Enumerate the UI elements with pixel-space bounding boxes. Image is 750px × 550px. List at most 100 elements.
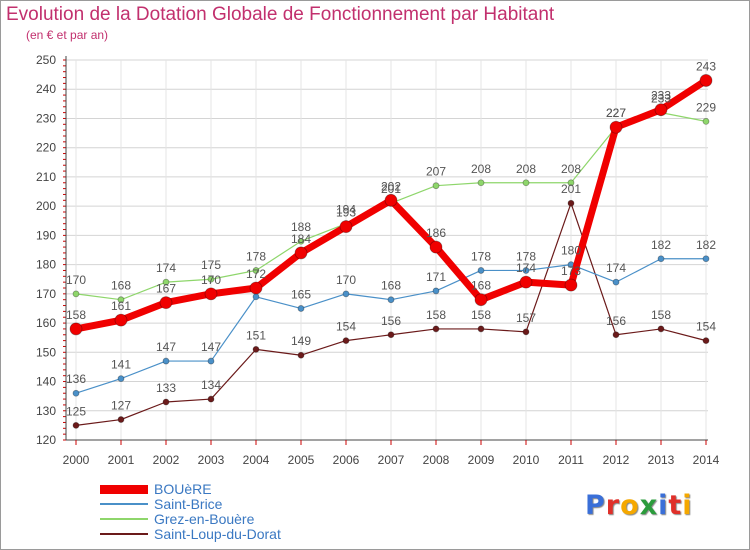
chart-title: Evolution de la Dotation Globale de Fonc… [6, 4, 555, 25]
data-point-bou-re [699, 74, 713, 87]
data-label-bou-re: 158 [66, 308, 86, 322]
x-tick-label: 2001 [108, 453, 135, 467]
logo-letter: i [658, 490, 669, 521]
logo-letter: t [668, 490, 683, 521]
data-label-grez-en-bou-re: 188 [291, 220, 311, 234]
data-label-grez-en-bou-re: 201 [381, 182, 401, 196]
data-point-bou-re [294, 246, 308, 260]
data-label-bou-re: 227 [606, 106, 626, 120]
data-point-saint-brice [207, 357, 215, 365]
data-label-saint-brice: 165 [291, 287, 311, 301]
data-point-saint-brice [702, 255, 710, 263]
data-label-bou-re: 202 [381, 179, 401, 193]
logo-letter: P [585, 490, 606, 521]
x-tick-label: 2008 [423, 453, 450, 467]
data-label-saint-brice: 136 [66, 372, 86, 386]
data-label-saint-loup-du-dorat: 151 [246, 328, 266, 342]
data-point-bou-re [339, 220, 353, 234]
data-point-bou-re [474, 293, 488, 307]
data-label-saint-loup-du-dorat: 158 [651, 308, 671, 322]
data-label-grez-en-bou-re: 227 [606, 106, 626, 120]
data-label-saint-brice: 141 [111, 358, 131, 372]
data-point-saint-brice [72, 389, 80, 397]
y-tick-label: 240 [36, 82, 56, 96]
chart-subtitle: (en € et par an) [26, 28, 109, 42]
legend-swatch-saint-brice [100, 503, 148, 505]
y-tick-label: 220 [36, 141, 56, 155]
data-label-saint-brice: 174 [606, 261, 626, 275]
data-label-saint-brice: 147 [156, 340, 176, 354]
data-point-saint-loup-du-dorat [702, 337, 710, 345]
x-tick-label: 2004 [243, 453, 270, 467]
logo-letter: x [639, 490, 659, 521]
x-tick-label: 2009 [468, 453, 495, 467]
data-label-bou-re: 184 [291, 232, 311, 246]
legend-label-grez-en-bouere: Grez-en-Bouère [154, 511, 255, 527]
data-label-bou-re: 173 [561, 264, 581, 278]
data-point-grez-en-bou-re [252, 267, 260, 274]
data-point-saint-brice [162, 357, 170, 365]
x-tick-label: 2010 [513, 453, 540, 467]
data-label-bou-re: 186 [426, 226, 446, 240]
y-tick-label: 250 [36, 53, 56, 67]
data-point-bou-re [249, 281, 263, 295]
data-label-saint-brice: 180 [561, 244, 581, 258]
data-point-bou-re [519, 275, 533, 289]
data-point-bou-re [384, 193, 398, 207]
data-label-saint-brice: 178 [471, 249, 491, 263]
data-point-grez-en-bou-re [72, 290, 80, 298]
data-point-saint-loup-du-dorat [342, 337, 350, 345]
data-label-grez-en-bou-re: 207 [426, 165, 446, 179]
data-point-grez-en-bou-re [567, 179, 575, 187]
data-label-saint-brice: 168 [381, 279, 401, 293]
data-label-grez-en-bou-re: 178 [246, 249, 266, 263]
y-tick-label: 200 [36, 199, 56, 213]
data-label-bou-re: 161 [111, 299, 131, 313]
data-point-grez-en-bou-re [162, 278, 170, 286]
data-point-saint-loup-du-dorat [207, 395, 215, 403]
data-point-grez-en-bou-re [522, 179, 530, 187]
legend-swatch-bouere [100, 485, 148, 494]
data-label-grez-en-bou-re: 233 [651, 92, 671, 106]
x-tick-label: 2000 [63, 453, 90, 467]
logo-letter: o [620, 490, 640, 521]
y-tick-label: 160 [36, 316, 56, 330]
data-label-bou-re: 170 [201, 273, 221, 287]
data-label-saint-brice: 178 [516, 249, 536, 263]
data-point-saint-brice [432, 287, 440, 295]
legend-label-bouere: BOUèRE [154, 481, 212, 497]
logo-letter: r [605, 490, 621, 521]
data-point-saint-loup-du-dorat [72, 421, 80, 429]
data-point-saint-loup-du-dorat [522, 328, 530, 336]
y-tick-label: 130 [36, 404, 56, 418]
data-label-saint-brice: 170 [336, 273, 356, 287]
x-tick-label: 2007 [378, 453, 405, 467]
x-tick-label: 2006 [333, 453, 360, 467]
data-point-saint-brice [342, 290, 350, 298]
data-label-bou-re: 167 [156, 282, 176, 296]
data-point-saint-loup-du-dorat [477, 325, 485, 333]
y-tick-label: 150 [36, 345, 56, 359]
data-point-grez-en-bou-re [702, 117, 710, 125]
data-label-bou-re: 168 [471, 279, 491, 293]
data-label-saint-loup-du-dorat: 156 [606, 314, 626, 328]
y-tick-label: 210 [36, 170, 56, 184]
data-label-bou-re: 243 [696, 59, 716, 73]
legend-label-saint-brice: Saint-Brice [154, 496, 223, 512]
data-label-saint-brice: 182 [651, 238, 671, 252]
data-point-grez-en-bou-re [117, 296, 125, 304]
data-point-saint-loup-du-dorat [387, 331, 395, 339]
data-label-saint-brice: 147 [201, 340, 221, 354]
data-point-bou-re [114, 313, 128, 327]
data-label-saint-loup-du-dorat: 156 [381, 314, 401, 328]
x-tick-label: 2011 [558, 453, 584, 467]
data-label-grez-en-bou-re: 229 [696, 100, 716, 114]
data-point-bou-re [564, 278, 578, 292]
data-label-saint-loup-du-dorat: 127 [111, 399, 131, 413]
logo-letter: i [682, 490, 693, 521]
legend-label-saint-loup-du-dorat: Saint-Loup-du-Dorat [154, 526, 281, 542]
data-point-saint-brice [522, 267, 530, 274]
data-point-saint-loup-du-dorat [567, 199, 575, 207]
data-point-saint-loup-du-dorat [117, 416, 125, 423]
data-label-saint-brice: 171 [426, 270, 446, 284]
